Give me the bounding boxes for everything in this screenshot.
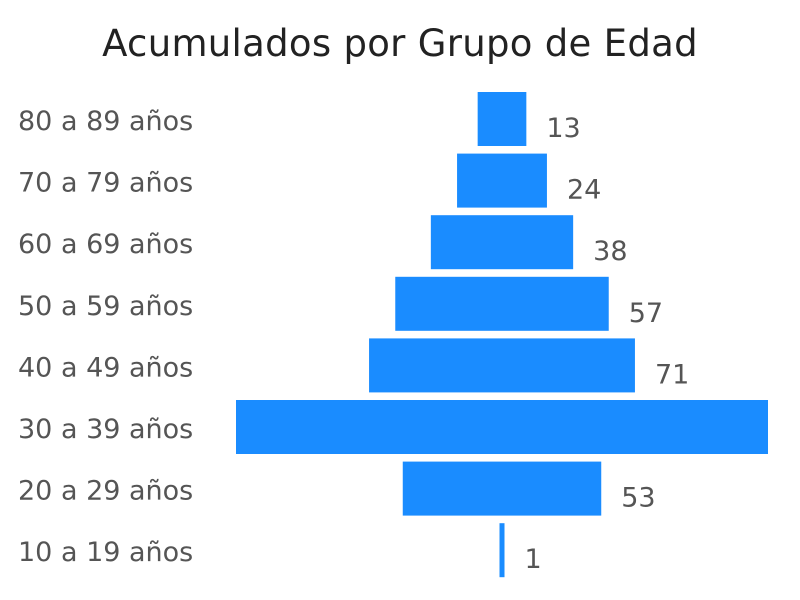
value-label: 1: [525, 544, 542, 575]
value-label: 53: [621, 483, 655, 514]
funnel-bar: [402, 461, 602, 516]
value-label: 24: [567, 175, 601, 206]
funnel-bar: [430, 215, 574, 270]
funnel-bar: [499, 523, 505, 578]
category-label: 10 a 19 años: [18, 537, 193, 568]
funnel-bar: [369, 338, 635, 393]
category-label: 50 a 59 años: [18, 291, 193, 322]
category-label: 70 a 79 años: [18, 168, 193, 199]
value-label: 38: [593, 236, 627, 267]
funnel-bar: [457, 153, 547, 208]
value-label: 71: [655, 359, 689, 390]
funnel-bar: [236, 400, 768, 454]
funnel-bar: [395, 276, 609, 331]
value-label: 13: [546, 113, 580, 144]
value-label: 57: [629, 298, 663, 329]
category-label: 20 a 29 años: [18, 476, 193, 507]
category-label: 60 a 69 años: [18, 229, 193, 260]
chart-title: Acumulados por Grupo de Edad: [102, 22, 698, 65]
category-label: 80 a 89 años: [18, 106, 193, 137]
category-label: 40 a 49 años: [18, 352, 193, 383]
funnel-bar: [477, 92, 527, 146]
category-label: 30 a 39 años: [18, 414, 193, 445]
